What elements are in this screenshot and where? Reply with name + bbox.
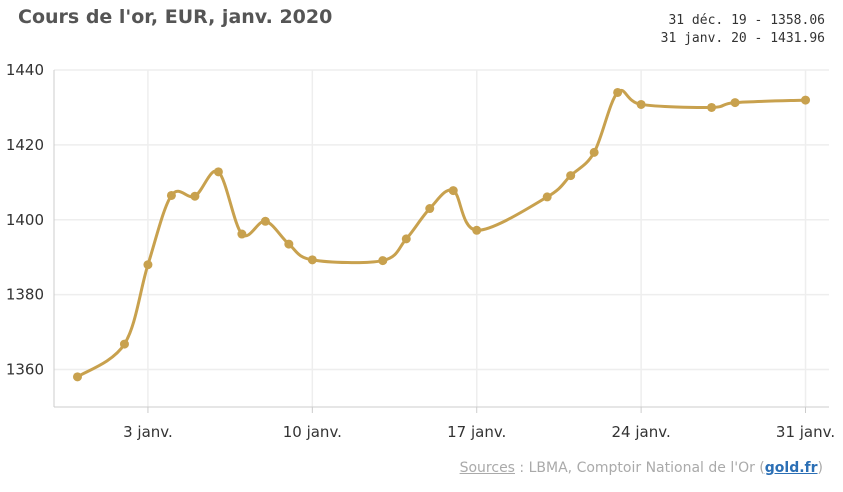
- data-point: [237, 229, 247, 239]
- data-point: [707, 102, 717, 112]
- chart-grid: [54, 69, 829, 407]
- y-tick-label: 1360: [6, 361, 44, 379]
- data-point: [213, 167, 223, 177]
- gold-fr-link[interactable]: gold.fr: [764, 460, 818, 476]
- data-point: [307, 255, 317, 265]
- x-tick-label: 31 janv.: [776, 423, 835, 441]
- sources-label: Sources: [459, 460, 515, 476]
- data-point: [472, 225, 482, 235]
- price-series-line: [76, 89, 806, 379]
- source-credit: Sources : LBMA, Comptoir National de l'O…: [460, 460, 823, 476]
- y-tick-label: 1400: [6, 211, 44, 229]
- data-point: [589, 147, 599, 157]
- data-point: [119, 339, 129, 349]
- data-point: [636, 99, 646, 109]
- x-tick-label: 17 janv.: [447, 423, 506, 441]
- data-point: [72, 372, 82, 382]
- price-series-points: [72, 87, 811, 382]
- x-tick-label: 24 janv.: [612, 423, 671, 441]
- x-axis-ticks: 3 janv. 10 janv. 17 janv. 24 janv. 31 janv.: [123, 423, 835, 441]
- y-tick-label: 1380: [6, 286, 44, 304]
- y-tick-label: 1420: [6, 136, 44, 154]
- data-point: [425, 204, 435, 214]
- data-point: [143, 260, 153, 270]
- sources-text: LBMA, Comptoir National de l'Or (: [528, 460, 765, 476]
- x-tick-label: 10 janv.: [283, 423, 342, 441]
- price-range-summary: 31 déc. 19 - 1358.06 31 janv. 20 - 1431.…: [661, 12, 825, 48]
- sources-close: ): [817, 460, 823, 476]
- data-point: [801, 95, 811, 105]
- chart-axes: [53, 70, 829, 413]
- data-point: [448, 186, 458, 196]
- range-start-value: 31 déc. 19 - 1358.06: [668, 13, 825, 28]
- data-point: [542, 192, 552, 202]
- data-point: [260, 216, 270, 226]
- x-tick-label: 3 janv.: [123, 423, 173, 441]
- y-axis-ticks: 1360 1380 1400 1420 1440: [6, 61, 44, 379]
- data-point: [190, 191, 200, 201]
- y-tick-label: 1440: [6, 61, 44, 79]
- data-point: [284, 239, 294, 249]
- sources-separator: :: [514, 460, 529, 476]
- data-point: [566, 171, 576, 181]
- data-point: [613, 87, 623, 97]
- range-end-value: 31 janv. 20 - 1431.96: [660, 31, 825, 46]
- chart-title: Cours de l'or, EUR, janv. 2020: [18, 6, 333, 28]
- data-point: [730, 98, 740, 108]
- data-point: [166, 190, 176, 200]
- data-point: [378, 256, 388, 266]
- data-point: [401, 234, 411, 244]
